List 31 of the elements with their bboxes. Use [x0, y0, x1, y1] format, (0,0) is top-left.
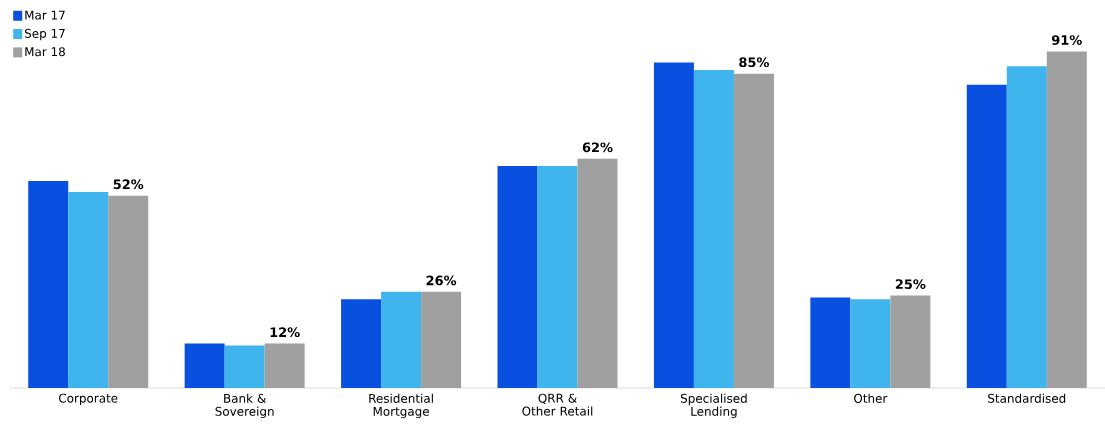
bar	[1006, 66, 1047, 388]
bar	[28, 180, 69, 388]
bar	[184, 343, 225, 388]
data-label: 25%	[895, 279, 926, 290]
bar	[341, 299, 382, 388]
data-label: 91%	[1051, 35, 1082, 45]
x-tick-label: Standardised	[988, 393, 1066, 403]
legend-label: Mar 18	[25, 47, 65, 57]
bar	[653, 62, 694, 388]
bar	[497, 166, 538, 388]
x-tick-label: Specialised Lending	[680, 393, 747, 419]
legend-label: Mar 17	[25, 10, 65, 20]
x-tick-label: Bank & Sovereign	[215, 393, 274, 419]
data-label: 62%	[582, 142, 613, 153]
x-tick-label: Other	[854, 393, 888, 403]
bar	[810, 297, 851, 388]
data-label: 85%	[739, 57, 770, 68]
bar	[966, 84, 1007, 388]
bar	[850, 299, 891, 388]
bar	[68, 191, 109, 388]
data-label: 52%	[113, 179, 144, 190]
bar	[224, 345, 265, 388]
x-tick-label: Residential Mortgage	[369, 393, 433, 419]
data-label: 12%	[270, 327, 300, 338]
x-tick-label: QRR & Other Retail	[522, 393, 593, 416]
bar	[381, 291, 422, 388]
bar	[537, 166, 578, 388]
x-tick-label: Corporate	[59, 393, 118, 405]
data-label: 26%	[426, 275, 457, 286]
bar	[693, 69, 734, 388]
legend-label: Sep 17	[24, 28, 65, 41]
